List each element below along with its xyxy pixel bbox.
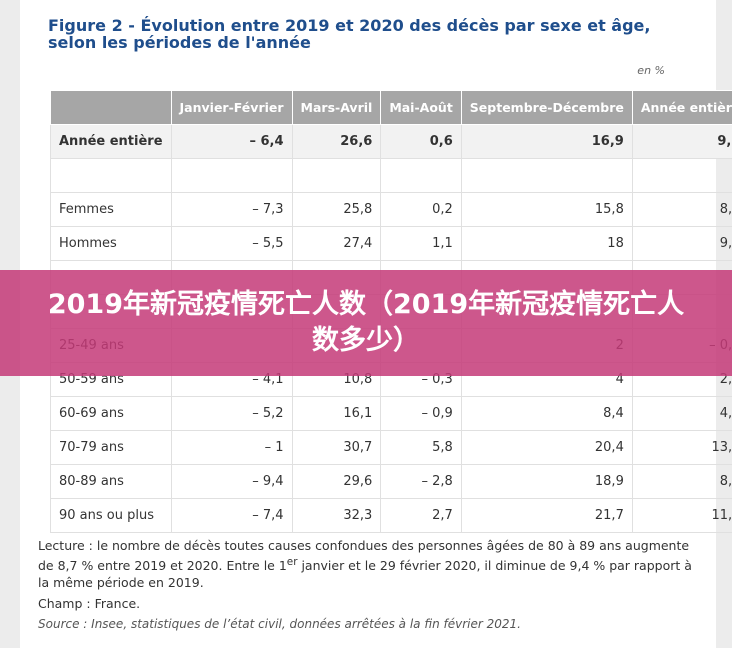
row-label: 70-79 ans: [50, 430, 172, 465]
cell: 1,1: [380, 226, 462, 261]
cell: 5,8: [380, 430, 462, 465]
header-cell: Mars-Avril: [291, 90, 382, 125]
table-row: 60-69 ans– 5,216,1– 0,98,44,2: [50, 396, 732, 431]
cell: 9,1: [631, 124, 732, 159]
banner-text: 2019年新冠疫情死亡人数（2019年新冠疫情死亡人数多少）: [47, 289, 685, 356]
cell: [631, 158, 732, 193]
cell: 18: [460, 226, 633, 261]
cell: 15,8: [460, 192, 633, 227]
cell: 25,8: [291, 192, 382, 227]
cell: 8,4: [460, 396, 633, 431]
row-label: 90 ans ou plus: [50, 498, 172, 533]
cell: 8,7: [631, 464, 732, 499]
row-label: 60-69 ans: [50, 396, 172, 431]
header-row: Janvier-Février Mars-Avril Mai-Août Septemb…: [50, 90, 732, 125]
cell: 11,8: [631, 498, 732, 533]
row-label: Femmes: [50, 192, 172, 227]
header-cell: [50, 90, 172, 125]
cell: – 5,5: [170, 226, 293, 261]
champ-note: Champ : France.: [38, 596, 141, 612]
cell: 16,1: [291, 396, 382, 431]
lecture-note: Lecture : le nombre de décès toutes caus…: [38, 537, 698, 591]
header-cell: Janvier-Février: [170, 90, 293, 125]
cell: – 0,9: [380, 396, 462, 431]
cell: 18,9: [460, 464, 633, 499]
note-sup: er: [286, 556, 298, 568]
cell: – 2,8: [380, 464, 462, 499]
cell: [380, 158, 462, 193]
table-row: Année entière– 6,426,60,616,99,1: [50, 124, 732, 159]
cell: – 9,4: [170, 464, 293, 499]
cell: [291, 158, 382, 193]
cell: 8,2: [631, 192, 732, 227]
cell: 27,4: [291, 226, 382, 261]
cell: [170, 158, 293, 193]
cell: 29,6: [291, 464, 382, 499]
cell: 13,6: [631, 430, 732, 465]
cell: 32,3: [291, 498, 382, 533]
table-row: [50, 158, 732, 193]
table-row: 80-89 ans– 9,429,6– 2,818,98,7: [50, 464, 732, 499]
cell: 0,2: [380, 192, 462, 227]
unit-label: en %: [637, 64, 665, 77]
source-note: Source : Insee, statistiques de l’état c…: [38, 617, 521, 632]
cell: – 5,2: [170, 396, 293, 431]
cell: 2,7: [380, 498, 462, 533]
cell: 20,4: [460, 430, 633, 465]
cell: – 7,4: [170, 498, 293, 533]
row-label: 80-89 ans: [50, 464, 172, 499]
table-row: 90 ans ou plus– 7,432,32,721,711,8: [50, 498, 732, 533]
row-label: Année entière: [50, 124, 172, 159]
header-cell: Septembre-Décembre: [460, 90, 633, 125]
cell: 16,9: [460, 124, 633, 159]
cell: 4,2: [631, 396, 732, 431]
table-row: Femmes– 7,325,80,215,88,2: [50, 192, 732, 227]
table-row: 70-79 ans– 130,75,820,413,6: [50, 430, 732, 465]
cell: 0,6: [380, 124, 462, 159]
figure-title: Figure 2 - Évolution entre 2019 et 2020 …: [48, 16, 651, 52]
row-label: Hommes: [50, 226, 172, 261]
cell: – 6,4: [170, 124, 293, 159]
cell: 9,9: [631, 226, 732, 261]
cell: 30,7: [291, 430, 382, 465]
note-text: janvier et le 29 février 2020, il diminu…: [38, 558, 692, 591]
header-cell: Année entière: [631, 90, 732, 125]
notes: Lecture : le nombre de décès toutes caus…: [38, 537, 698, 637]
header-cell: Mai-Août: [380, 90, 462, 125]
cell: 26,6: [291, 124, 382, 159]
cell: – 1: [170, 430, 293, 465]
cell: [460, 158, 633, 193]
note-text: Lecture : le nombre de décès toutes caus…: [38, 538, 690, 574]
cell: 21,7: [460, 498, 633, 533]
overlay-banner: 2019年新冠疫情死亡人数（2019年新冠疫情死亡人数多少）: [0, 270, 732, 376]
cell: – 7,3: [170, 192, 293, 227]
row-label: [50, 158, 172, 193]
